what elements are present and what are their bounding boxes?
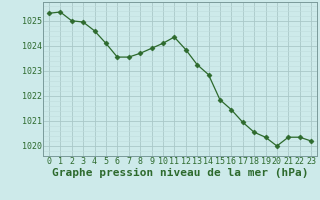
X-axis label: Graphe pression niveau de la mer (hPa): Graphe pression niveau de la mer (hPa) bbox=[52, 168, 308, 178]
